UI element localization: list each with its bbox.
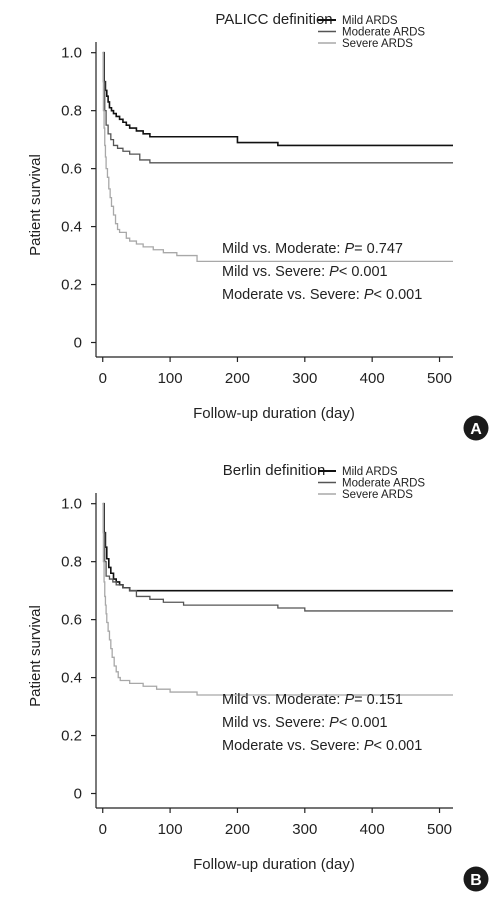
legend-entry: Mild ARDS xyxy=(342,466,398,478)
annotation-label: Mild vs. Severe: xyxy=(222,264,329,280)
x-axis-label: Follow-up duration (day) xyxy=(193,856,355,873)
y-tick-label: 1.0 xyxy=(61,45,82,62)
p-value-annotation: Moderate vs. Severe: P< 0.001 xyxy=(222,287,422,303)
annotation-value: = 0.151 xyxy=(354,692,403,708)
p-value-annotation: Mild vs. Severe: P< 0.001 xyxy=(222,715,388,731)
y-tick-label: 0.6 xyxy=(61,612,82,629)
annotation-p: P xyxy=(345,241,355,257)
annotation-value: < 0.001 xyxy=(374,738,423,754)
x-tick-label: 0 xyxy=(99,821,107,838)
y-tick-label: 0.8 xyxy=(61,554,82,571)
chart-title: PALICC definition xyxy=(215,11,332,28)
y-tick-label: 0 xyxy=(74,786,82,803)
x-tick-label: 200 xyxy=(225,370,250,387)
x-tick-label: 500 xyxy=(427,370,452,387)
p-value-annotation: Mild vs. Severe: P< 0.001 xyxy=(222,264,388,280)
y-tick-label: 0.4 xyxy=(61,219,82,236)
annotation-label: Mild vs. Severe: xyxy=(222,715,329,731)
annotation-value: < 0.001 xyxy=(339,715,388,731)
x-tick-label: 300 xyxy=(292,370,317,387)
series-line-severe-ards xyxy=(102,503,453,696)
y-tick-label: 0.6 xyxy=(61,161,82,178)
x-tick-label: 500 xyxy=(427,821,452,838)
annotation-value: < 0.001 xyxy=(339,264,388,280)
series-line-mild-ards xyxy=(102,502,453,592)
legend-entry: Severe ARDS xyxy=(342,489,413,501)
panel-badge-label: B xyxy=(470,872,482,889)
annotation-value: = 0.747 xyxy=(354,241,403,257)
p-value-annotation: Mild vs. Moderate: P= 0.151 xyxy=(222,692,403,708)
x-tick-label: 100 xyxy=(158,370,183,387)
annotation-p: P xyxy=(345,692,355,708)
legend-entry: Moderate ARDS xyxy=(342,478,425,490)
annotation-p: P xyxy=(364,287,374,303)
legend-entry: Mild ARDS xyxy=(342,15,398,27)
y-tick-label: 0.2 xyxy=(61,277,82,294)
annotation-p: P xyxy=(329,264,339,280)
panel-badge xyxy=(463,866,489,892)
y-tick-label: 0 xyxy=(74,335,82,352)
annotation-label: Mild vs. Moderate: xyxy=(222,692,345,708)
series-line-mild-ards xyxy=(102,51,453,147)
x-tick-label: 100 xyxy=(158,821,183,838)
annotation-p: P xyxy=(364,738,374,754)
y-axis-label: Patient survival xyxy=(27,605,44,707)
x-tick-label: 300 xyxy=(292,821,317,838)
annotation-label: Moderate vs. Severe: xyxy=(222,287,364,303)
legend-entry: Severe ARDS xyxy=(342,38,413,50)
annotation-value: < 0.001 xyxy=(374,287,423,303)
chart-title: Berlin definition xyxy=(223,462,326,479)
series-line-moderate-ards xyxy=(102,503,453,612)
y-tick-label: 0.8 xyxy=(61,103,82,120)
x-axis-label: Follow-up duration (day) xyxy=(193,405,355,422)
x-tick-label: 400 xyxy=(360,821,385,838)
y-tick-label: 0.2 xyxy=(61,728,82,745)
chart-panel-b: Berlin definition 0 0.2 0.4 0.6 0.8 1.0 0 100 200… xyxy=(27,462,489,892)
x-tick-label: 400 xyxy=(360,370,385,387)
p-value-annotation: Moderate vs. Severe: P< 0.001 xyxy=(222,738,422,754)
x-tick-label: 0 xyxy=(99,370,107,387)
series-line-moderate-ards xyxy=(102,52,453,164)
y-axis-label: Patient survival xyxy=(27,154,44,256)
legend-entry: Moderate ARDS xyxy=(342,27,425,39)
x-tick-label: 200 xyxy=(225,821,250,838)
panel-badge-label: A xyxy=(470,421,482,438)
annotation-label: Moderate vs. Severe: xyxy=(222,738,364,754)
p-value-annotation: Mild vs. Moderate: P= 0.747 xyxy=(222,241,403,257)
panel-badge xyxy=(463,415,489,441)
annotation-p: P xyxy=(329,715,339,731)
chart-panel-a: PALICC definition 0 0.2 0.4 0.6 0.8 1.0 0 100 200… xyxy=(27,11,489,441)
series-line-severe-ards xyxy=(102,52,453,263)
y-tick-label: 0.4 xyxy=(61,670,82,687)
y-tick-label: 1.0 xyxy=(61,496,82,513)
annotation-label: Mild vs. Moderate: xyxy=(222,241,345,257)
